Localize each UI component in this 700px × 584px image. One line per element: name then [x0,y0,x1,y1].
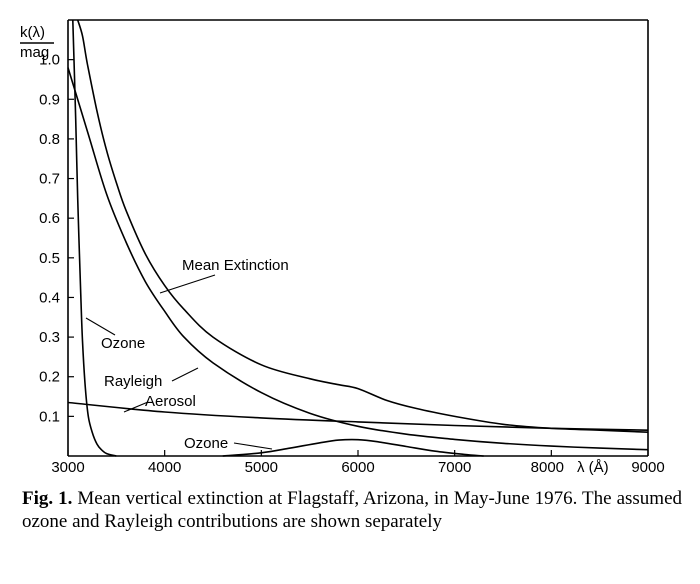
x-tick-label: 7000 [438,459,471,476]
series-curves [67,19,649,457]
caption-text: Mean vertical extinction at Flagstaff, A… [22,488,683,532]
series-mean-extinction [76,19,649,433]
annotation-ozone-uv: Ozone [101,335,145,352]
y-tick-label: 0.9 [39,91,60,108]
y-label-denominator: mag [20,44,49,61]
y-tick-label: 0.5 [39,250,60,267]
caption-label: Fig. 1. [22,488,73,509]
y-tick-label: 0.4 [39,289,60,306]
leader-aerosol [123,401,149,413]
annotation-rayleigh: Rayleigh [104,373,162,390]
figure-caption: Fig. 1. Mean vertical extinction at Flag… [22,487,682,533]
annotation-ozone-visible: Ozone [184,435,228,452]
y-tick-label: 0.3 [39,329,60,346]
y-tick-label: 0.7 [39,171,60,188]
y-ticks: 0.1 0.2 0.3 0.4 0.5 0.6 0.7 0.8 0.9 1.0 [39,52,74,425]
leader-rayleigh [171,367,199,382]
series-aerosol [67,401,649,431]
y-tick-label: 1.0 [39,52,60,69]
y-axis-label: k(λ) mag [20,24,54,61]
y-label-numerator: k(λ) [20,24,45,41]
annotation-mean-extinction: Mean Extinction [182,257,289,274]
leader-mean-extinction [159,274,216,294]
x-tick-label: 9000 [631,459,664,476]
x-axis-label: λ (Å) [577,459,609,476]
x-tick-label: 5000 [245,459,278,476]
series-ozone-visible [222,438,484,457]
annotations: Mean Extinction Ozone Rayleigh Aerosol O… [85,257,289,452]
series-ozone-uv [72,19,117,457]
plot-frame [67,19,649,457]
annotation-aerosol: Aerosol [145,393,196,410]
leader-ozone-visible [233,442,273,450]
series-rayleigh [67,67,649,451]
y-tick-label: 0.8 [39,131,60,148]
y-tick-label: 0.2 [39,369,60,386]
x-tick-label: 6000 [341,459,374,476]
y-tick-label: 0.1 [39,408,60,425]
x-tick-label: 8000 [531,459,564,476]
x-tick-label: 3000 [51,459,84,476]
x-ticks: 3000 4000 5000 6000 7000 9000 8000 [51,450,665,476]
leader-ozone-uv [85,317,116,336]
y-tick-label: 0.6 [39,210,60,227]
x-tick-label: 4000 [148,459,181,476]
